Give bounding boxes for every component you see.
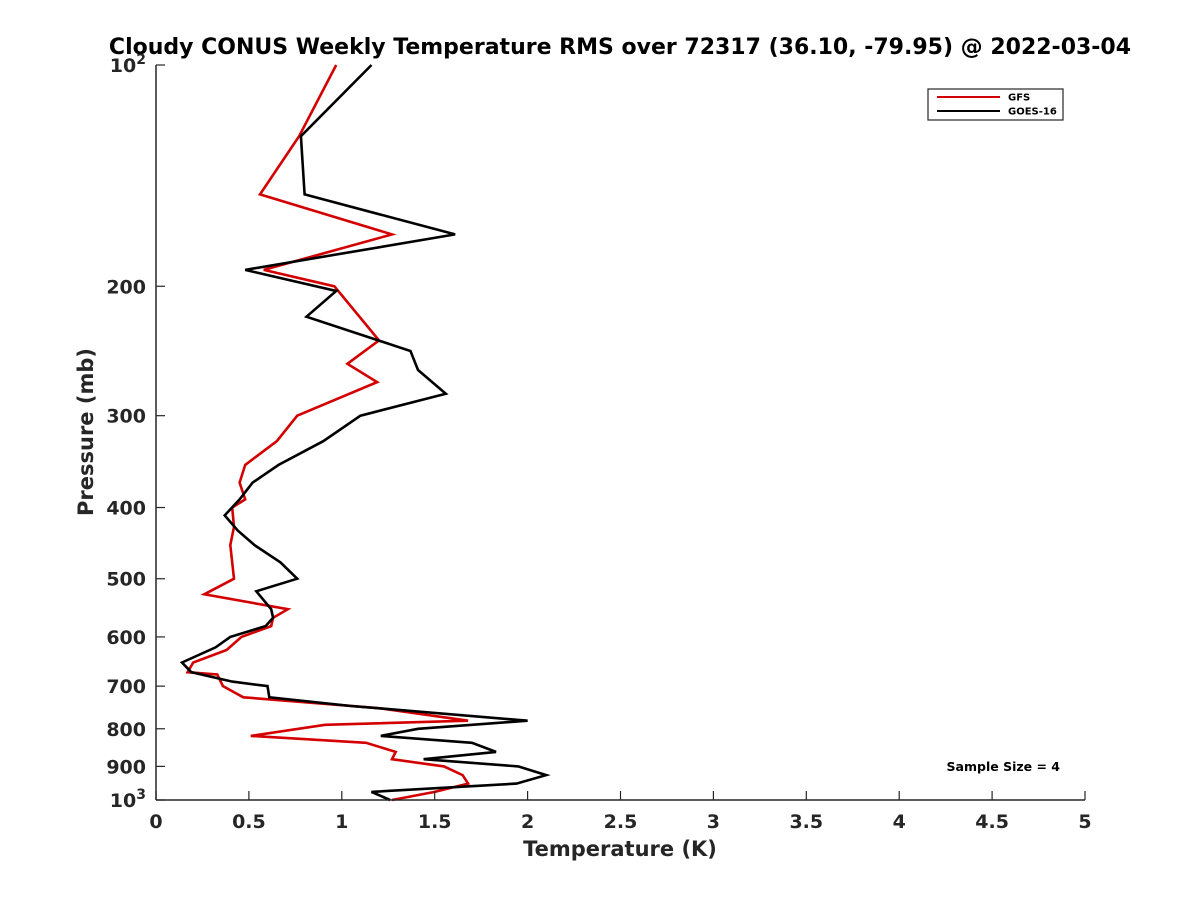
y-tick-label: 300 bbox=[106, 406, 146, 428]
x-tick-label: 4 bbox=[893, 811, 906, 833]
y-tick-label: 900 bbox=[106, 756, 146, 778]
y-ticks: 102 200 300 400 500 600 700 800 900 103 bbox=[106, 52, 165, 812]
x-tick-label: 0 bbox=[149, 811, 162, 833]
x-axis-label: Temperature (K) bbox=[523, 837, 717, 861]
x-tick-label: 1 bbox=[335, 811, 348, 833]
x-tick-label: 2 bbox=[521, 811, 534, 833]
chart-title: Cloudy CONUS Weekly Temperature RMS over… bbox=[109, 35, 1131, 60]
x-ticks: 0 0.5 1 1.5 2 2.5 3 3.5 4 4.5 5 bbox=[149, 791, 1092, 833]
series-layer bbox=[179, 64, 551, 802]
x-tick-label: 0.5 bbox=[232, 811, 266, 833]
y-tick-label: 103 bbox=[110, 787, 146, 812]
legend-label-goes16: GOES-16 bbox=[1008, 107, 1057, 118]
sample-size-annotation: Sample Size = 4 bbox=[947, 759, 1061, 774]
y-tick-label: 102 bbox=[110, 52, 146, 77]
y-tick-label: 600 bbox=[106, 627, 146, 649]
series-line-gfs bbox=[185, 64, 471, 802]
y-tick-label: 800 bbox=[106, 719, 146, 741]
series-line-goes16 bbox=[179, 64, 551, 802]
plot-area: 0 0.5 1 1.5 2 2.5 3 3.5 4 4.5 5 102 200 300 400 500 600… bbox=[106, 52, 1091, 833]
legend-box bbox=[927, 88, 1064, 121]
x-tick-label: 3.5 bbox=[789, 811, 823, 833]
y-tick-label: 200 bbox=[106, 276, 146, 298]
x-tick-label: 2.5 bbox=[604, 811, 638, 833]
legend-label-gfs: GFS bbox=[1008, 93, 1030, 104]
x-tick-label: 1.5 bbox=[418, 811, 452, 833]
x-tick-label: 5 bbox=[1078, 811, 1091, 833]
y-tick-label: 400 bbox=[106, 498, 146, 520]
y-tick-label: 700 bbox=[106, 676, 146, 698]
y-axis-label: Pressure (mb) bbox=[74, 348, 98, 516]
x-tick-label: 3 bbox=[707, 811, 720, 833]
x-tick-label: 4.5 bbox=[975, 811, 1009, 833]
y-tick-label: 500 bbox=[106, 569, 146, 591]
legend: GFS GOES-16 bbox=[927, 88, 1064, 121]
